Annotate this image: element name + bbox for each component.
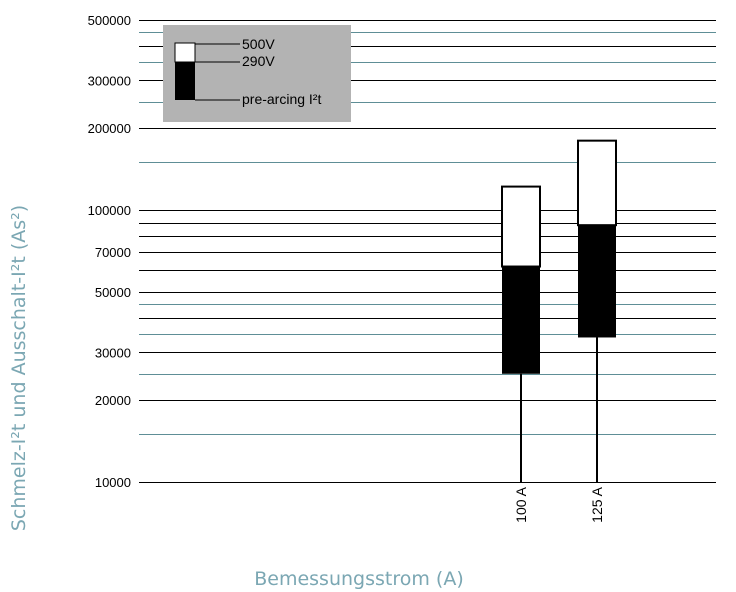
category-label: 125 A (589, 486, 605, 522)
legend-label-pre-arcing: pre-arcing I²t (242, 91, 321, 107)
bar-290v-2 (578, 225, 616, 338)
bar-500v-1 (501, 185, 541, 268)
y-tick-label: 20000 (95, 393, 131, 408)
x-axis-title: Bemessungsstrom (A) (254, 568, 464, 590)
category-label: 100 A (513, 486, 529, 522)
y-tick-label: 50000 (95, 285, 131, 300)
category-labels: 100 A 125 A (513, 486, 605, 522)
y-tick-label: 200000 (88, 121, 131, 136)
y-axis-title: Schmelz-I²t und Ausschalt-I²t (As²) (8, 205, 30, 531)
y-tick-label: 500000 (88, 13, 131, 28)
y-tick-label: 70000 (95, 245, 131, 260)
legend-label-500v: 500V (242, 36, 275, 52)
legend-label-290v: 290V (242, 53, 275, 69)
bar-290v-1 (502, 266, 540, 374)
legend: 500V 290V pre-arcing I²t (163, 25, 351, 122)
y-tick-label: 300000 (88, 73, 131, 88)
y-tick-labels: 10000 20000 30000 50000 70000 100000 200000 300… (88, 13, 131, 490)
bars (501, 139, 617, 482)
legend-swatch-500v (174, 42, 196, 63)
y-tick-label: 10000 (95, 475, 131, 490)
y-tick-label: 100000 (88, 203, 131, 218)
bar-500v-2 (577, 139, 617, 227)
legend-swatch-290v (175, 62, 195, 100)
y-tick-label: 30000 (95, 345, 131, 360)
